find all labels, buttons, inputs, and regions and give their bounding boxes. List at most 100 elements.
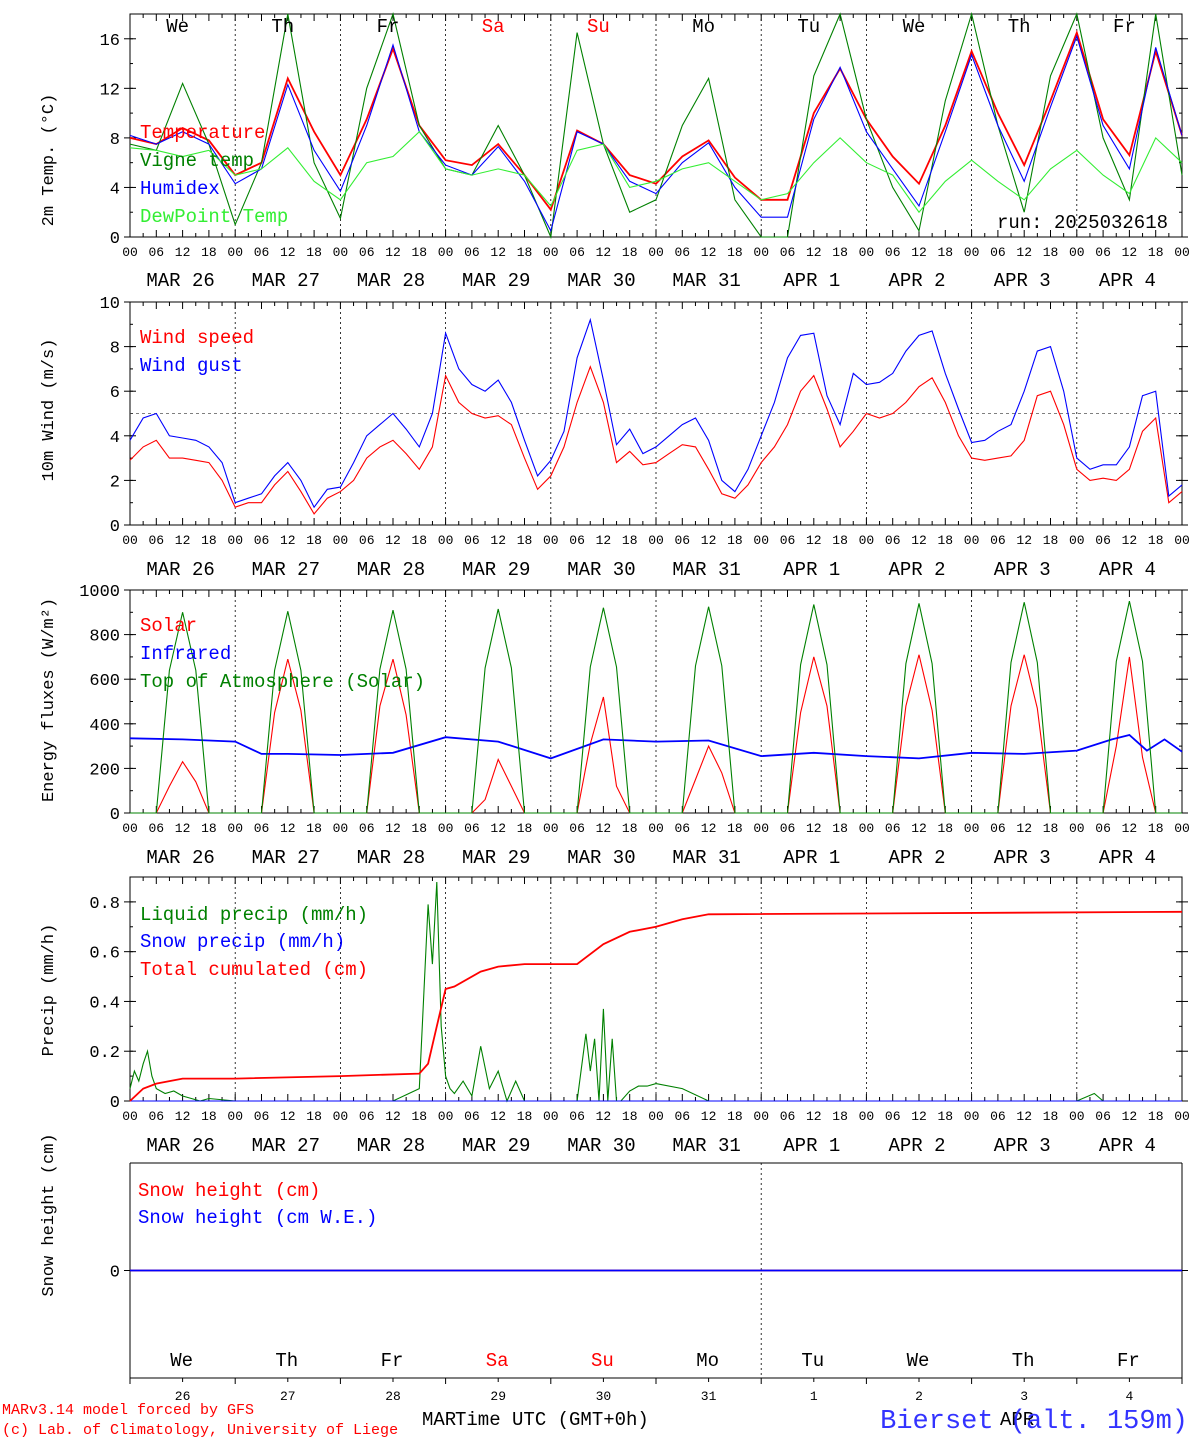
hour-tick-label: 06 — [1095, 821, 1111, 836]
hour-tick-label: 18 — [1043, 245, 1059, 260]
hour-tick-label: 06 — [990, 1109, 1006, 1124]
hour-tick-label: 06 — [674, 821, 690, 836]
chart-panel-2: 0 2 4 6 8 10 10m Wind (m/s) Wind speed Wind gust… — [40, 295, 1190, 581]
hour-tick-label: 12 — [1122, 1109, 1138, 1124]
hour-tick-label: 06 — [148, 245, 164, 260]
hour-tick-label: 18 — [201, 533, 217, 548]
hour-tick-label: 00 — [543, 245, 559, 260]
day-name: Fr — [1113, 16, 1136, 38]
series-line-wind-speed — [129, 365, 1183, 515]
y-tick-label: 2 — [110, 473, 120, 492]
hour-tick-label: 12 — [1016, 245, 1032, 260]
y-tick-label: 0 — [110, 1264, 120, 1283]
hour-tick-label: 00 — [964, 1109, 980, 1124]
hour-tick-label: 06 — [885, 533, 901, 548]
chart-panel-1: 0 4 8 12 16 2m Temp. (°C) Temperature Vigne tem… — [40, 11, 1190, 292]
date-label: APR 3 — [994, 847, 1051, 869]
hour-tick-label: 06 — [885, 1109, 901, 1124]
hour-tick-label: 18 — [411, 245, 427, 260]
hour-tick-label: 06 — [885, 245, 901, 260]
hour-tick-label: 12 — [280, 533, 296, 548]
date-label: MAR 28 — [357, 847, 425, 869]
hour-tick-label: 06 — [1095, 1109, 1111, 1124]
hour-tick-label: 18 — [517, 533, 533, 548]
date-label: APR 2 — [888, 847, 945, 869]
y-tick-label: 0.8 — [89, 895, 120, 914]
hour-tick-label: 18 — [306, 821, 322, 836]
hour-tick-label: 06 — [780, 1109, 796, 1124]
day-name: Fr — [1117, 1350, 1140, 1372]
date-label: APR 4 — [1099, 847, 1156, 869]
y-tick-label: 6 — [110, 384, 120, 403]
hour-tick-label: 00 — [859, 1109, 875, 1124]
hour-tick-label: 18 — [622, 245, 638, 260]
hour-tick-label: 12 — [1016, 1109, 1032, 1124]
hour-tick-label: 12 — [701, 245, 717, 260]
hour-tick-label: 00 — [122, 245, 138, 260]
day-number: 3 — [1020, 1389, 1028, 1404]
day-name: Tu — [797, 16, 820, 38]
date-label: APR 2 — [888, 559, 945, 581]
hour-tick-label: 00 — [227, 821, 243, 836]
hour-tick-label: 00 — [543, 1109, 559, 1124]
date-label: MAR 27 — [252, 847, 320, 869]
hour-tick-label: 18 — [727, 245, 743, 260]
hour-tick-label: 06 — [464, 245, 480, 260]
hour-tick-label: 00 — [753, 533, 769, 548]
date-label: APR 3 — [994, 270, 1051, 292]
day-name: We — [170, 1350, 193, 1372]
hour-tick-label: 06 — [359, 821, 375, 836]
y-tick-label: 400 — [89, 717, 120, 736]
y-axis-label: 2m Temp. (°C) — [40, 94, 59, 227]
hour-tick-label: 18 — [1148, 533, 1164, 548]
y-axis-label: 10m Wind (m/s) — [40, 339, 59, 482]
day-number: 28 — [385, 1389, 401, 1404]
date-label: APR 2 — [888, 270, 945, 292]
day-name: Sa — [482, 16, 505, 38]
hour-tick-label: 06 — [780, 821, 796, 836]
hour-tick-label: 18 — [306, 1109, 322, 1124]
hour-tick-label: 12 — [385, 821, 401, 836]
hour-tick-label: 18 — [937, 821, 953, 836]
date-label: MAR 31 — [672, 559, 740, 581]
legend-entry: Snow height (cm W.E.) — [138, 1207, 377, 1229]
hour-tick-label: 12 — [280, 1109, 296, 1124]
date-label: MAR 28 — [357, 1135, 425, 1157]
hour-tick-label: 00 — [1174, 245, 1190, 260]
hour-tick-label: 06 — [674, 533, 690, 548]
hour-tick-label: 00 — [964, 245, 980, 260]
date-label: MAR 30 — [567, 847, 635, 869]
hour-tick-label: 00 — [859, 533, 875, 548]
hour-tick-label: 00 — [122, 1109, 138, 1124]
date-label: APR 2 — [888, 1135, 945, 1157]
hour-tick-label: 12 — [1122, 821, 1138, 836]
hour-tick-label: 06 — [148, 821, 164, 836]
date-label: MAR 28 — [357, 559, 425, 581]
date-label: MAR 30 — [567, 270, 635, 292]
hour-tick-label: 00 — [964, 533, 980, 548]
y-axis-label: Precip (mm/h) — [40, 924, 59, 1057]
y-tick-label: 8 — [110, 340, 120, 359]
hour-tick-label: 12 — [911, 533, 927, 548]
station-label: Bierset (alt. 159m) — [880, 1407, 1188, 1437]
chart-panel-4: 0 0.2 0.4 0.6 0.8 Precip (mm/h) Liquid precip … — [40, 876, 1190, 1157]
hour-tick-label: 12 — [385, 245, 401, 260]
hour-tick-label: 12 — [596, 533, 612, 548]
hour-tick-label: 12 — [1122, 245, 1138, 260]
hour-tick-label: 06 — [569, 821, 585, 836]
hour-tick-label: 18 — [306, 533, 322, 548]
y-tick-label: 0.6 — [89, 945, 120, 964]
day-number: 27 — [280, 1389, 296, 1404]
hour-tick-label: 12 — [175, 245, 191, 260]
date-label: MAR 29 — [462, 270, 530, 292]
hour-tick-label: 06 — [464, 821, 480, 836]
day-name: Th — [271, 16, 294, 38]
hour-tick-label: 00 — [648, 533, 664, 548]
day-name: Su — [587, 16, 610, 38]
hour-tick-label: 12 — [1016, 533, 1032, 548]
series-line-total-cumulated-cm — [129, 910, 1183, 1102]
credit-line-2: (c) Lab. of Climatology, University of L… — [2, 1422, 398, 1439]
hour-tick-label: 00 — [753, 1109, 769, 1124]
hour-tick-label: 00 — [1174, 533, 1190, 548]
